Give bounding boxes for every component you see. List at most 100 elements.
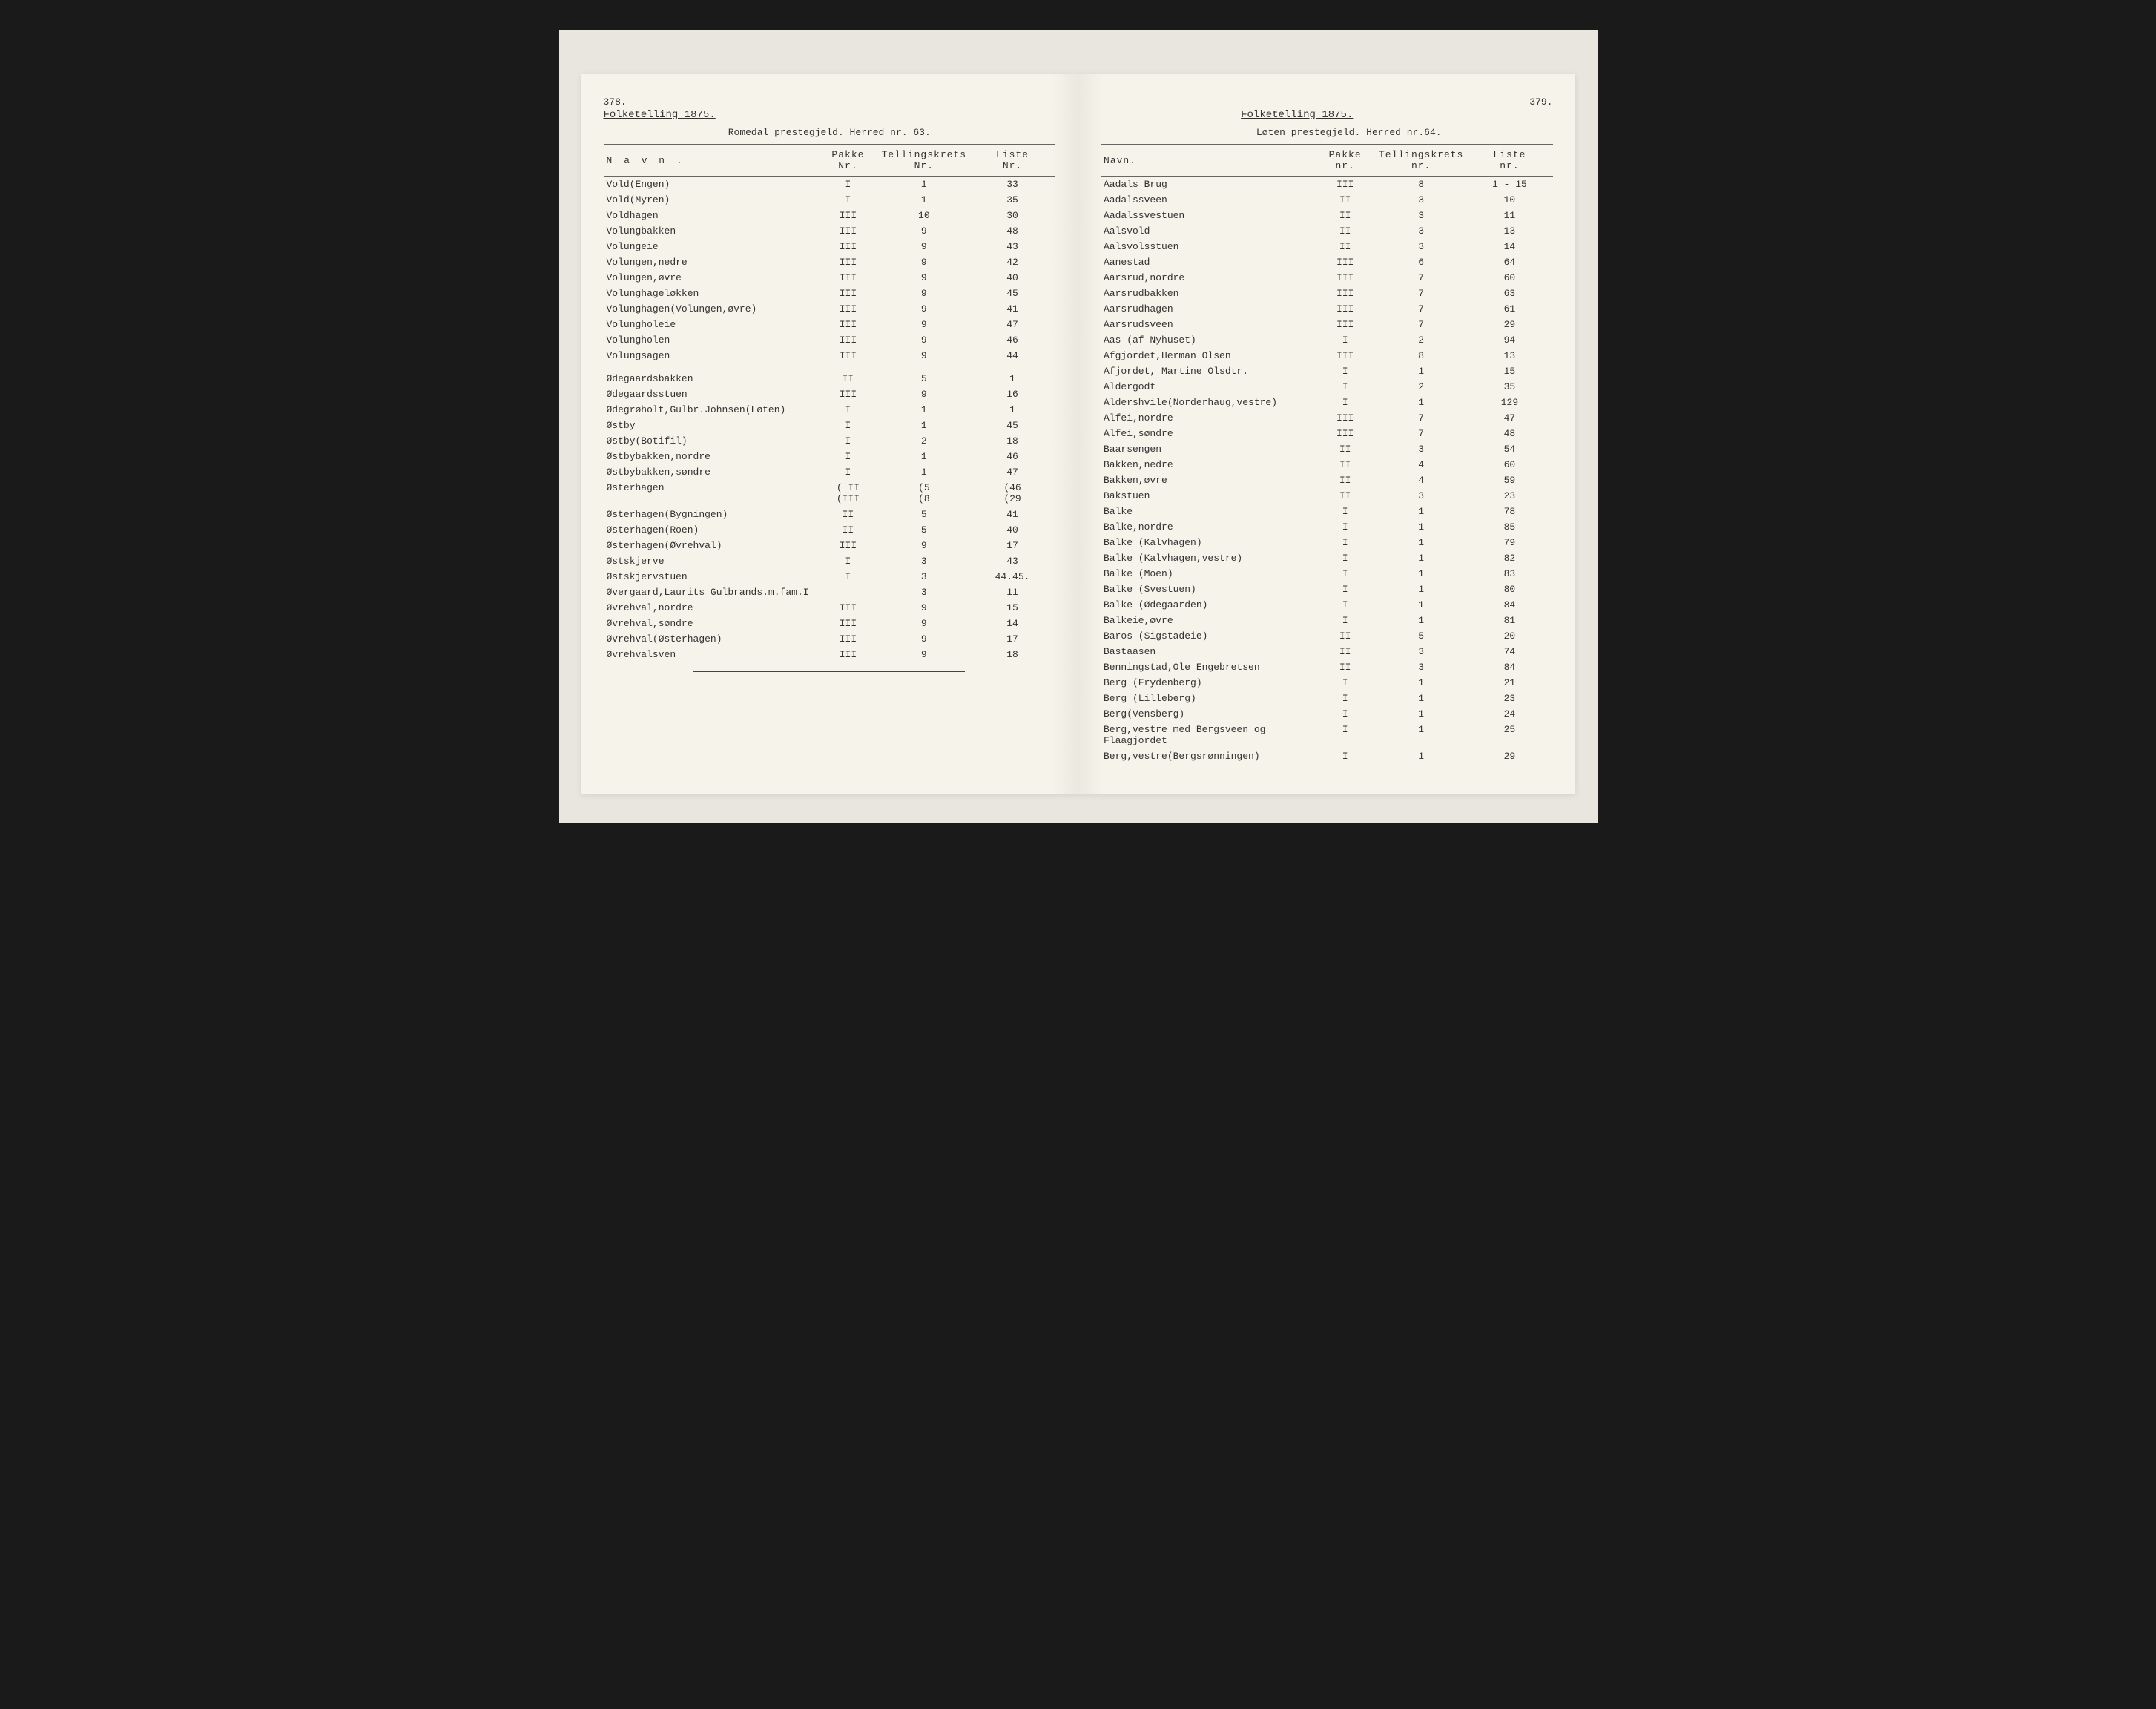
cell: Balke [1101,504,1314,519]
census-title-right: Folketelling 1875. [1041,109,1553,121]
table-row: ØdegaardsstuenIII916 [604,386,1056,402]
cell: I [1314,550,1376,566]
table-row: Øvrehval,nordreIII915 [604,600,1056,616]
table-row: AalsvolsstuenII314 [1101,239,1553,254]
cell: III [817,600,878,616]
table-row: AalsvoldII313 [1101,223,1553,239]
cell: 48 [969,223,1055,239]
cell: (46 (29 [969,480,1055,507]
cell: 13 [1466,223,1552,239]
cell: 7 [1376,301,1466,317]
cell: III [1314,177,1376,193]
cell: Østbybakken,søndre [604,464,818,480]
cell: 17 [969,538,1055,553]
col-tellingskrets: Tellingskrets Nr. [879,145,969,177]
table-row: Benningstad,Ole EngebretsenII384 [1101,659,1553,675]
cell: Aalsvolsstuen [1101,239,1314,254]
cell: 1 [879,464,969,480]
cell: 1 [879,418,969,433]
cell: 9 [879,286,969,301]
cell: II [1314,644,1376,659]
table-row: Volungen,nedreIII942 [604,254,1056,270]
cell: Volunghageløkken [604,286,818,301]
table-row: VolunghageløkkenIII945 [604,286,1056,301]
table-row: VolungbakkenIII948 [604,223,1056,239]
cell: 35 [1466,379,1552,395]
cell: Bastaasen [1101,644,1314,659]
scan-frame: 378. Folketelling 1875. Romedal prestegj… [559,30,1598,823]
cell: III [817,270,878,286]
cell: 47 [969,317,1055,332]
table-row: ØvrehvalsvenIII918 [604,647,1056,662]
table-row: AarsrudsveenIII729 [1101,317,1553,332]
table-row: Bakken,nedreII460 [1101,457,1553,472]
cell: III [817,538,878,553]
cell: 45 [969,418,1055,433]
cell: I [1314,504,1376,519]
cell: 1 [1376,675,1466,691]
cell: 1 [1376,691,1466,706]
cell: III [817,631,878,647]
cell: 10 [1466,192,1552,208]
cell: 81 [1466,613,1552,628]
table-row: Aadals BrugIII81 - 15 [1101,177,1553,193]
cell: 3 [1376,488,1466,504]
cell: 9 [879,538,969,553]
cell: 6 [1376,254,1466,270]
table-row: ØstbyI145 [604,418,1056,433]
cell: Østbybakken,nordre [604,449,818,464]
cell: 83 [1466,566,1552,582]
cell: 7 [1376,426,1466,441]
table-row: Østerhagen(Øvrehval)III917 [604,538,1056,553]
header-row: N a v n . Pakke Nr. Tellingskrets Nr. Li… [604,145,1056,177]
cell: Bakstuen [1101,488,1314,504]
cell: 17 [969,631,1055,647]
cell: 9 [879,223,969,239]
cell: 45 [969,286,1055,301]
cell: (5 (8 [879,480,969,507]
cell: Volungholen [604,332,818,348]
cell: 60 [1466,457,1552,472]
cell: II [817,522,878,538]
cell: Vold(Engen) [604,177,818,193]
cell: 7 [1376,270,1466,286]
cell: 47 [1466,410,1552,426]
table-row: Vold(Engen)I133 [604,177,1056,193]
cell: 3 [1376,208,1466,223]
cell: Aarsrud,nordre [1101,270,1314,286]
cell: Østerhagen(Bygningen) [604,507,818,522]
cell: I [1314,363,1376,379]
col-navn: N a v n . [604,145,818,177]
table-row: Øvrehval,søndreIII914 [604,616,1056,631]
cell: 1 [879,192,969,208]
cell: 29 [1466,317,1552,332]
cell: III [817,386,878,402]
cell: III [817,348,878,363]
cell: III [1314,270,1376,286]
table-row: VolungsagenIII944 [604,348,1056,363]
cell: Volungsagen [604,348,818,363]
table-row: Balke (Svestuen)I180 [1101,582,1553,597]
cell: 9 [879,270,969,286]
table-row: Volunghagen(Volungen,øvre)III941 [604,301,1056,317]
table-row: Øvergaard,Laurits Gulbrands.m.fam.I311 [604,585,1056,600]
cell: 3 [1376,644,1466,659]
table-row: Aas (af Nyhuset)I294 [1101,332,1553,348]
table-row: Berg(Vensberg)I124 [1101,706,1553,722]
cell: I [1314,535,1376,550]
cell: 1 [1376,582,1466,597]
cell: III [1314,254,1376,270]
table-row: Balke,nordreI185 [1101,519,1553,535]
table-row: Ødegrøholt,Gulbr.Johnsen(Løten)I11 [604,402,1056,418]
cell: 9 [879,631,969,647]
table-row: BakstuenII323 [1101,488,1553,504]
cell: 3 [879,553,969,569]
cell: III [1314,301,1376,317]
cell: 74 [1466,644,1552,659]
page-number-right: 379. [1529,96,1552,108]
cell: 7 [1376,286,1466,301]
cell: I [1314,748,1376,764]
cell: 1 [1376,566,1466,582]
cell: Østerhagen [604,480,818,507]
cell: I [817,569,878,585]
